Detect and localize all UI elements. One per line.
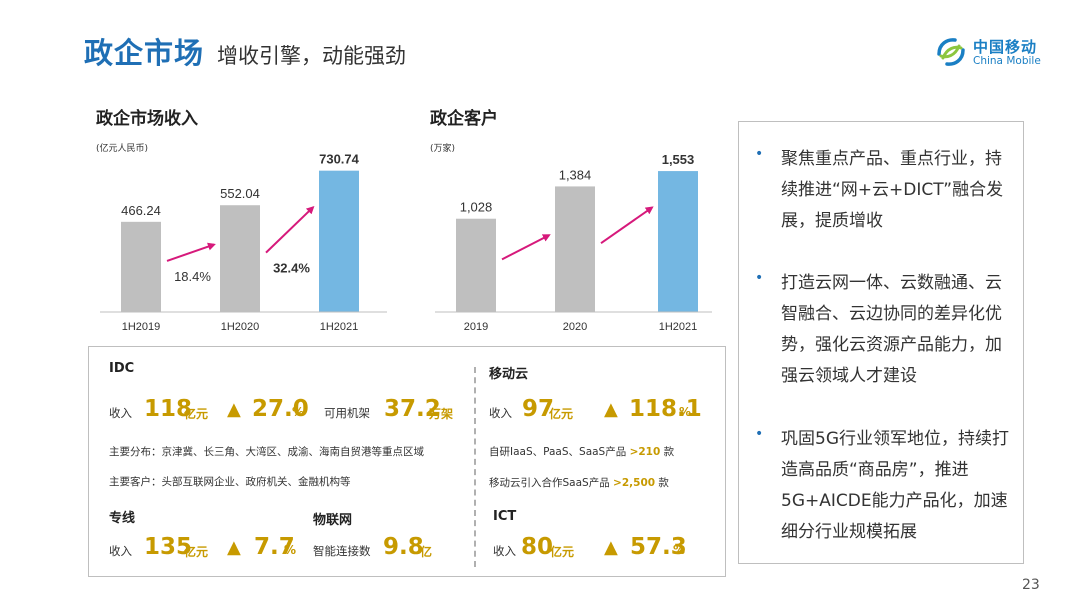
growth-arrow [501,234,551,261]
bar-value-label: 466.24 [121,203,161,218]
bullet-text: 聚焦重点产品、重点行业，持续推进“网+云+DICT”融合发展，提质增收 [781,149,1004,231]
page-title: 政企市场 [84,36,205,70]
growth-arrow [600,206,654,245]
x-tick-label: 1H2021 [320,321,359,333]
ict-growth-unit: % [673,543,686,557]
china-mobile-logo: 中国移动 China Mobile [933,34,1043,74]
private-line-growth-unit: % [284,543,297,557]
iot-conn-value: 9.8 [383,534,424,560]
idc-distribution: 主要分布：京津冀、长三角、大湾区、成渝、海南自贸港等重点区域 [109,446,424,458]
bullet-dot-icon: • [755,146,764,162]
revenue-chart-title: 政企市场收入 [96,109,198,129]
idc-revenue-unit: 亿元 [184,407,209,421]
bullet-dot-icon: • [755,270,764,286]
mobile-cloud-growth-unit: % [679,405,692,419]
mobile-cloud-self-dev-text: 自研IaaS、PaaS、SaaS产品 [489,446,627,458]
bullet-dot-icon: • [755,426,764,442]
mobile-cloud-revenue-label: 收入 [489,406,512,420]
growth-rate-label: 18.4% [174,269,211,284]
mobile-cloud-growth-value: 118.1 [629,396,702,422]
mobile-cloud-partner-unit: 款 [658,477,669,489]
bar [456,218,496,312]
idc-racks-value: 37.2 [384,396,441,422]
bar-value-label: 730.74 [319,152,360,167]
customers-chart-title: 政企客户 [430,109,498,129]
page-subtitle: 增收引擎，动能强劲 [217,44,406,68]
ict-revenue-label: 收入 [493,544,516,558]
ict-revenue-unit: 亿元 [550,545,575,559]
iot-conn-unit: 亿 [420,545,433,559]
mobile-cloud-revenue-unit: 亿元 [549,407,574,421]
x-tick-label: 1H2019 [122,321,161,333]
x-tick-label: 1H2020 [221,321,260,333]
bar [555,186,595,312]
idc-growth-unit: % [292,405,305,419]
idc-growth-value: 27.0 [252,396,309,422]
strategy-panel: • 聚焦重点产品、重点行业，持续推进“网+云+DICT”融合发展，提质增收 • … [738,121,1024,564]
china-mobile-logo-icon [937,38,965,66]
panel-divider [474,367,476,567]
private-line-revenue-value: 135 [144,534,193,560]
private-line-growth-value: 7.7 [254,534,295,560]
mobile-cloud-self-dev: 自研IaaS、PaaS、SaaS产品 >210 款 [489,444,674,459]
triangle-up-icon: ▲ [227,399,241,420]
bar [220,205,260,312]
bar-value-label: 1,553 [662,152,695,167]
x-tick-label: 2020 [563,321,587,333]
bullet-text: 打造云网一体、云数融通、云智融合、云边协同的差异化优势，强化云资源产品能力，加强… [781,273,1002,386]
iot-conn-label: 智能连接数 [313,544,371,558]
mobile-cloud-self-dev-value: >210 [629,446,661,458]
growth-arrow [166,242,216,262]
bar-value-label: 552.04 [220,186,260,201]
business-metrics-panel: IDC 收入 118 亿元 ▲ 27.0 % 可用机架 37.2 万架 主要分布… [88,346,726,577]
ict-revenue-value: 80 [521,534,554,560]
logo-text-en: China Mobile [973,55,1041,67]
triangle-up-icon: ▲ [227,537,241,558]
growth-arrow [265,205,315,254]
x-tick-label: 1H2021 [659,321,698,333]
idc-revenue-value: 118 [144,396,193,422]
customers-bar-chart: 1,028 2019 1,384 2020 1,553 1H2021 [435,152,712,333]
mobile-cloud-partner-value: >2,500 [613,477,656,489]
mobile-cloud-revenue-value: 97 [522,396,555,422]
idc-customers: 主要客户：头部互联网企业、政府机关、金融机构等 [109,476,351,488]
private-line-title: 专线 [109,511,136,526]
mobile-cloud-self-dev-unit: 款 [663,446,675,458]
bar-value-label: 1,028 [460,200,493,215]
private-line-revenue-label: 收入 [109,544,132,558]
bullet-text: 巩固5G行业领军地位，持续打造高品质“商品房”，推进5G+AICDE能力产品化，… [781,429,1009,542]
triangle-up-icon: ▲ [604,537,618,558]
growth-rate-label: 32.4% [273,261,310,276]
mobile-cloud-partner: 移动云引入合作SaaS产品 >2,500 款 [489,475,669,490]
bar [658,171,698,312]
revenue-bar-chart: 466.24 1H2019 552.04 1H2020 730.74 1H2021 18.4… [100,152,387,333]
page-number: 23 [1022,577,1040,593]
logo-text-cn: 中国移动 [973,38,1038,56]
bar [319,170,359,312]
mobile-cloud-title: 移动云 [489,367,529,382]
idc-racks-unit: 万架 [429,407,454,421]
bar-value-label: 1,384 [559,167,592,182]
iot-title: 物联网 [313,513,353,528]
idc-title: IDC [109,361,135,376]
triangle-up-icon: ▲ [604,399,618,420]
mobile-cloud-partner-text: 移动云引入合作SaaS产品 [489,477,610,489]
idc-revenue-label: 收入 [109,406,132,420]
private-line-revenue-unit: 亿元 [184,545,209,559]
ict-growth-value: 57.3 [630,534,687,560]
bar [121,221,161,312]
customers-chart-unit: (万家) [430,144,456,154]
x-tick-label: 2019 [464,321,488,333]
revenue-chart-unit: (亿元人民币) [96,144,149,154]
idc-racks-label: 可用机架 [324,406,370,420]
ict-title: ICT [493,509,517,524]
